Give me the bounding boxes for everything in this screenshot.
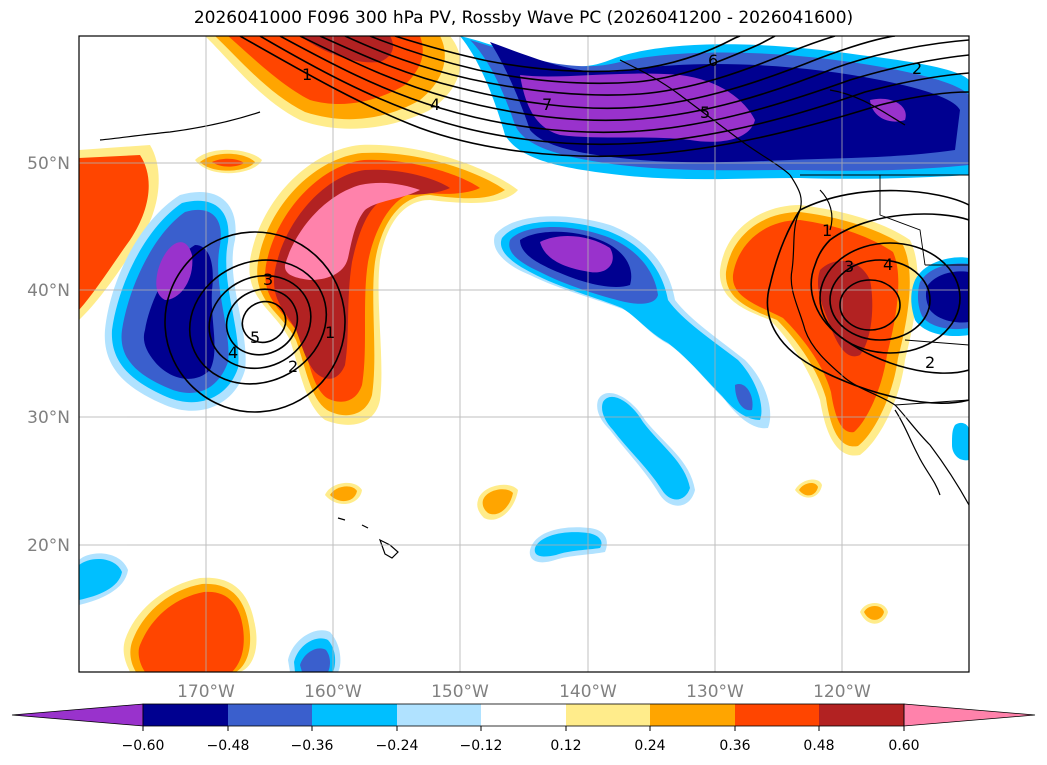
anomaly-positive-southwest xyxy=(123,577,257,672)
lat-label-50n: 50°N xyxy=(27,154,70,174)
colorbar-tick-label: −0.60 xyxy=(122,738,165,754)
colorbar-frame xyxy=(142,703,905,727)
contour-label: 1 xyxy=(822,221,832,240)
lat-label-30n: 30°N xyxy=(27,408,70,428)
anomaly-positive-central xyxy=(249,144,518,425)
gridlines xyxy=(79,36,969,672)
colorbar-segment xyxy=(11,703,144,727)
map-frame xyxy=(78,35,970,673)
colorbar-tick-label: −0.36 xyxy=(291,738,334,754)
anomaly-negative-small-1 xyxy=(597,392,695,506)
anomaly-negative-southwest xyxy=(79,553,341,672)
anomaly-positive-west-edge xyxy=(79,145,159,320)
contour-label: 2 xyxy=(912,59,922,78)
contours-east xyxy=(766,189,969,404)
contour-labels: 1 4 6 2 7 5 1 3 4 3 5 4 2 1 2 xyxy=(228,51,935,376)
colorbar-segment xyxy=(143,704,228,726)
lon-label-120w: 120°W xyxy=(813,682,871,702)
lon-label-160w: 160°W xyxy=(304,682,362,702)
colorbar-tick-label: 0.12 xyxy=(550,738,581,754)
colorbar-tick-label: 0.48 xyxy=(803,738,834,754)
lon-label-140w: 140°W xyxy=(559,682,617,702)
lat-label-40n: 40°N xyxy=(27,281,70,301)
anomaly-negative-central xyxy=(494,216,771,429)
contour-label: 1 xyxy=(302,65,312,84)
colorbar-segment xyxy=(650,704,735,726)
contour-label: 4 xyxy=(228,343,238,362)
lon-label-170w: 170°W xyxy=(177,682,235,702)
colorbar-tick-label: 0.24 xyxy=(634,738,665,754)
contour-label: 3 xyxy=(844,257,854,276)
contour-label: 2 xyxy=(925,353,935,372)
colorbar-tick-label: −0.48 xyxy=(207,738,250,754)
anomaly-positive-small-1 xyxy=(195,149,262,174)
colorbar-tick-label: −0.12 xyxy=(460,738,503,754)
lon-label-150w: 150°W xyxy=(431,682,489,702)
colorbar-segment xyxy=(397,704,481,726)
contour-label: 1 xyxy=(325,323,335,342)
anomaly-positive-small-patches xyxy=(325,479,888,624)
contour-label: 5 xyxy=(250,328,260,347)
colorbar-tick-label: 0.36 xyxy=(719,738,750,754)
map-title: 2026041000 F096 300 hPa PV, Rossby Wave … xyxy=(193,8,854,28)
colorbar-segment xyxy=(481,704,566,726)
coastlines xyxy=(99,59,969,559)
colorbar-segment xyxy=(819,704,904,726)
contour-label: 6 xyxy=(708,51,718,70)
contour-label: 4 xyxy=(883,255,893,274)
contours-west xyxy=(164,231,346,413)
contour-label: 7 xyxy=(542,95,552,114)
contours-north xyxy=(239,36,969,158)
colorbar-segment xyxy=(566,704,650,726)
longitude-labels: 170°W 160°W 150°W 140°W 130°W 120°W xyxy=(177,682,871,702)
contour-label: 5 xyxy=(700,103,710,122)
contour-label: 4 xyxy=(430,95,440,114)
anomaly-negative-west xyxy=(104,192,246,411)
contour-label: 3 xyxy=(263,270,273,289)
colorbar-segment xyxy=(312,704,397,726)
colorbar-ticks xyxy=(142,726,905,731)
colorbar-tick-label: −0.24 xyxy=(376,738,419,754)
colorbar-segment xyxy=(735,704,819,726)
colorbar-segment xyxy=(903,703,1036,727)
lat-label-20n: 20°N xyxy=(27,536,70,556)
latitude-labels: 50°N 40°N 30°N 20°N xyxy=(27,154,70,556)
contour-label: 2 xyxy=(288,357,298,376)
lon-label-130w: 130°W xyxy=(686,682,744,702)
colorbar-segment xyxy=(228,704,312,726)
colorbar-tick-label: 0.60 xyxy=(888,738,919,754)
colorbar: −0.60 −0.48 −0.36 −0.24 −0.12 0.12 0.24 … xyxy=(11,703,1036,754)
